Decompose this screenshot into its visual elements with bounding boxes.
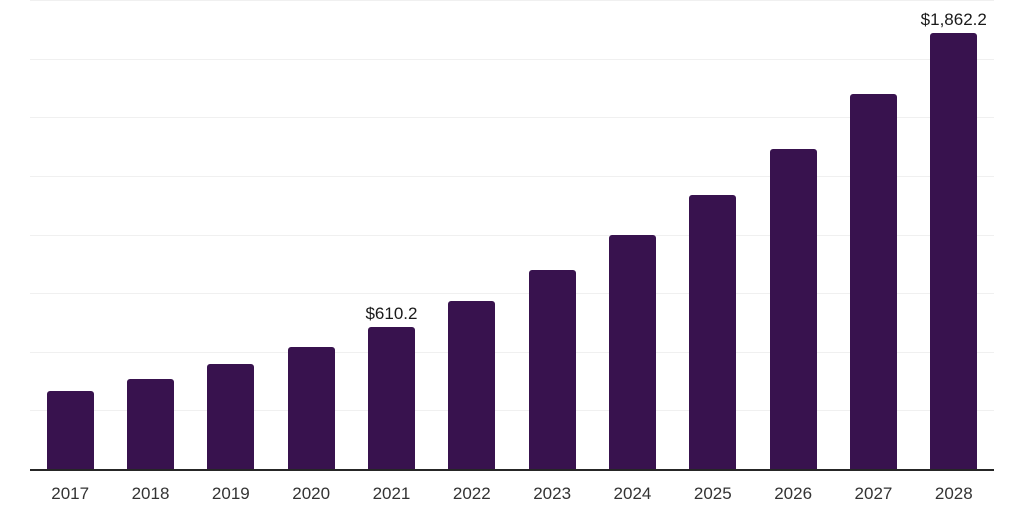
bar-band-2028: $1,862.2 <box>914 11 994 470</box>
x-tick-label-2023: 2023 <box>533 484 572 503</box>
x-tick-label-2028: 2028 <box>934 484 973 503</box>
gridline <box>30 234 994 236</box>
bar-band-2025 <box>673 195 753 470</box>
x-tick-label-2018: 2018 <box>131 484 170 503</box>
bar-2024 <box>608 235 656 470</box>
gridline <box>30 293 994 295</box>
x-tick-label-2024: 2024 <box>613 484 652 503</box>
bar-2025 <box>689 195 737 470</box>
x-tick-label-2017: 2017 <box>51 484 90 503</box>
bar-value-label: $1,862.2 <box>920 10 987 30</box>
bar-2017 <box>46 390 94 470</box>
bar-band-2017 <box>30 390 110 470</box>
bar-2018 <box>126 378 174 470</box>
x-tick-label-2019: 2019 <box>211 484 250 503</box>
gridline <box>30 58 994 60</box>
bars-container: $610.2 $1,862.2 <box>30 0 994 470</box>
gridline <box>30 0 994 1</box>
x-tick-label-2021: 2021 <box>372 484 411 503</box>
x-tick-label-2022: 2022 <box>452 484 491 503</box>
x-axis-line <box>30 469 994 471</box>
bar-2023 <box>528 270 576 470</box>
bar-2021 <box>367 326 415 470</box>
x-tick-label-2027: 2027 <box>854 484 893 503</box>
bar-band-2020 <box>271 347 351 470</box>
bar-band-2022 <box>432 300 512 470</box>
bar-band-2019 <box>191 364 271 470</box>
bar-band-2023 <box>512 270 592 470</box>
gridline <box>30 410 994 412</box>
bar-value-label: $610.2 <box>365 303 418 323</box>
gridline <box>30 175 994 177</box>
bar-band-2027 <box>833 93 913 470</box>
bar-band-2021: $610.2 <box>351 303 431 470</box>
x-tick-label-2026: 2026 <box>774 484 813 503</box>
bar-band-2026 <box>753 148 833 470</box>
bar-2020 <box>287 347 335 470</box>
plot-area: $610.2 $1,862.2 <box>30 0 994 470</box>
bar-band-2018 <box>110 378 190 470</box>
bar-2022 <box>448 300 496 470</box>
bar-2019 <box>207 364 255 470</box>
gridline <box>30 351 994 353</box>
gridline <box>30 117 994 119</box>
bar-2026 <box>769 148 817 470</box>
bar-2027 <box>849 93 897 470</box>
bar-band-2024 <box>592 235 672 470</box>
x-axis-labels: 2017 2018 2019 2020 2021 2022 2023 2024 2025 2026… <box>30 471 994 504</box>
bar-2028 <box>930 33 978 470</box>
x-tick-label-2020: 2020 <box>292 484 331 503</box>
x-tick-label-2025: 2025 <box>693 484 732 503</box>
